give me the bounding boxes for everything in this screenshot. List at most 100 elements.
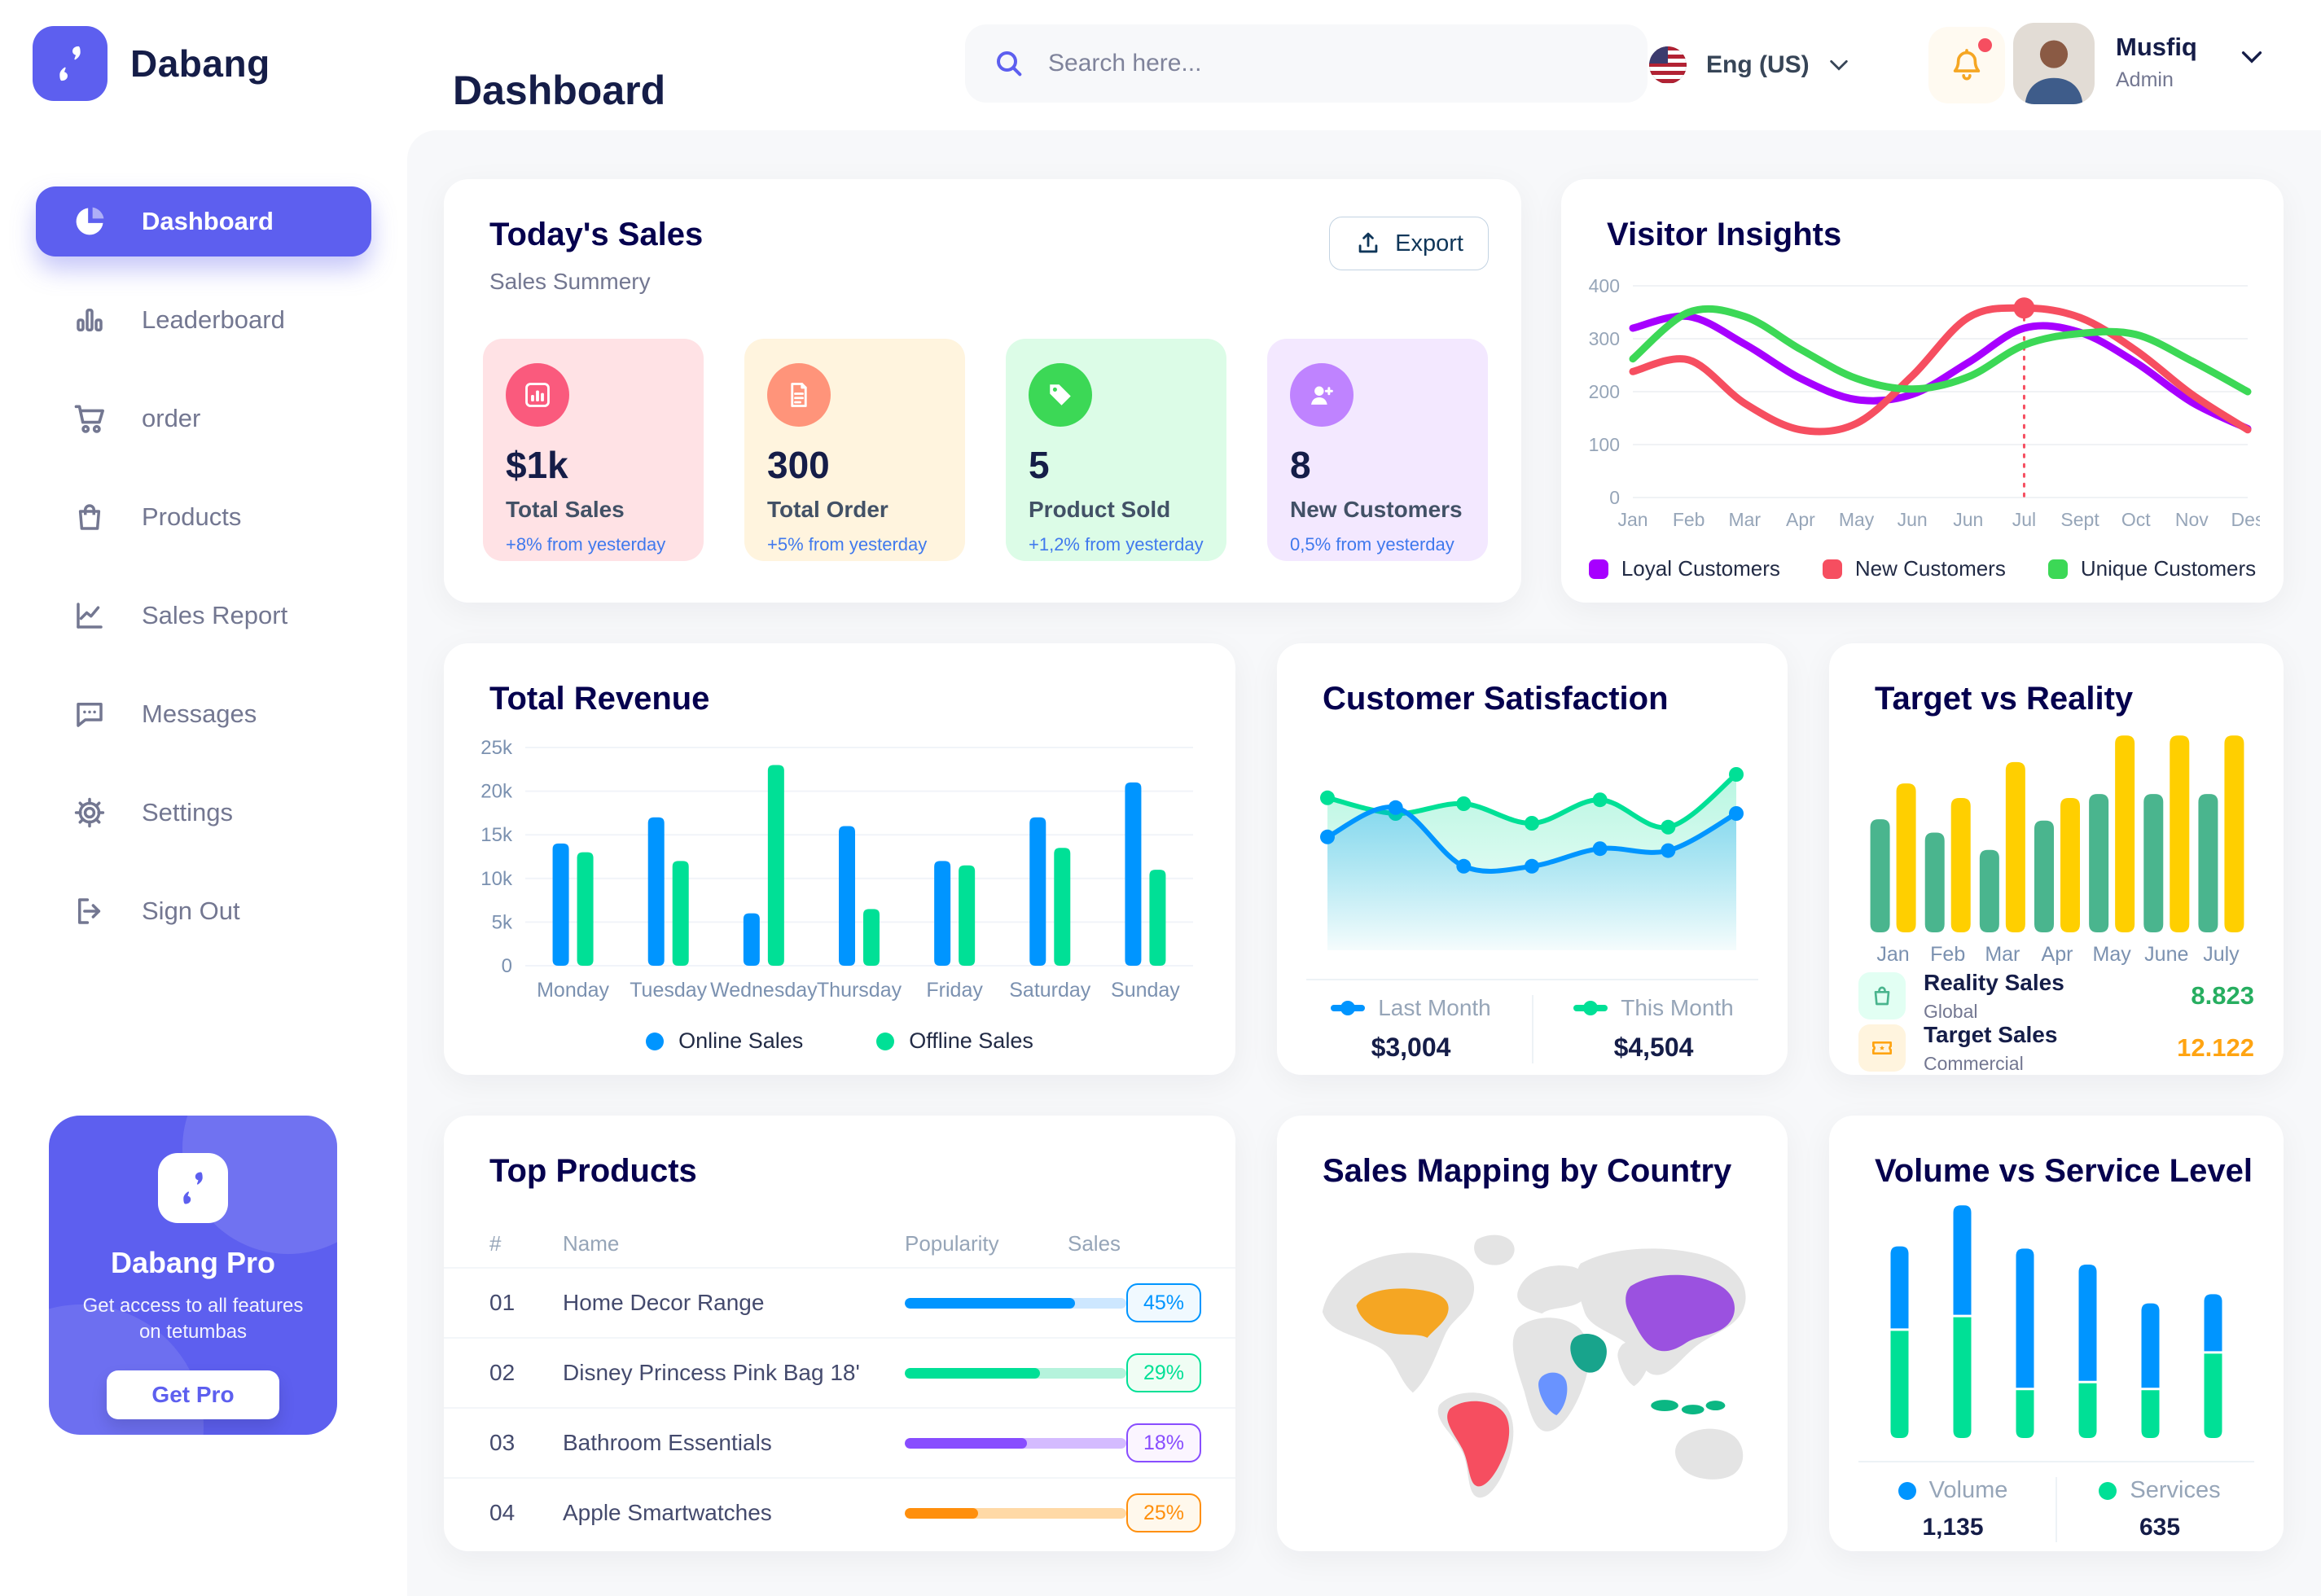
notifications-button[interactable] [1928,27,2005,103]
app-logo: Dabang [33,26,270,101]
sidebar-item-order[interactable]: order [36,384,371,454]
chevron-down-icon[interactable] [2241,50,2262,64]
svg-text:Feb: Feb [1673,509,1705,530]
search-bar [965,24,1648,103]
svg-text:Feb: Feb [1930,943,1965,966]
svg-text:Apr: Apr [1786,509,1815,530]
svg-text:Friday: Friday [926,979,983,1002]
stat-card: 5 Product Sold +1,2% from yesterday [1006,339,1226,561]
stat-value: 300 [767,444,830,486]
legend-item: Offline Sales [876,1028,1033,1054]
divider [1306,979,1758,980]
legend-subtitle: Global [1924,1000,1978,1022]
stat-trend: +1,2% from yesterday [1029,534,1204,555]
popularity-bar [905,1367,1126,1379]
top-products-card: Top Products # Name Popularity Sales 01 … [444,1116,1235,1551]
stat-label: New Customers [1290,497,1463,522]
user-role: Admin [2116,68,2174,91]
divider [1858,1461,2254,1462]
sales-badge: 25% [1126,1493,1201,1532]
sidebar-item-dashboard[interactable]: Dashboard [36,186,371,256]
svg-text:Des: Des [2231,509,2260,530]
target-vs-reality-chart: Jan Feb Mar Apr May June July [1870,735,2244,966]
svg-text:Mar: Mar [1985,943,2020,966]
sidebar-item-label: Products [142,502,242,531]
card-title: Customer Satisfaction [1323,681,1669,717]
language-selector[interactable]: Eng (US) [1649,33,1849,98]
sidebar-item-label: Messages [142,699,257,728]
target-vs-reality-card: Target vs Reality Jan Feb Mar Apr May June Jul… [1829,643,2284,1075]
svg-text:5k: 5k [492,911,513,933]
bag-icon [1858,972,1906,1019]
card-title: Sales Mapping by Country [1323,1153,1732,1189]
legend-item: Last Month $3,004 [1314,995,1509,1063]
search-icon [996,50,1022,77]
volume-vs-service-chart [1890,1205,2222,1438]
stat-label: Total Order [767,497,888,522]
export-button[interactable]: Export [1329,217,1489,270]
stat-label: Product Sold [1029,497,1171,522]
logo-icon [33,26,107,101]
card-title: Volume vs Service Level [1875,1153,2253,1189]
search-input[interactable] [1046,49,1538,78]
legend-value: 8.823 [2191,981,2254,1010]
promo-title: Dabang Pro [110,1246,276,1279]
sidebar-item-sales-report[interactable]: Sales Report [36,581,371,651]
pie-chart-icon [72,204,107,239]
pro-promo-card: Dabang Pro Get access to all features on… [49,1116,337,1435]
cart-icon [72,401,107,436]
volume-vs-service-card: Volume vs Service Level Volume 1,135 Ser… [1829,1116,2284,1551]
sidebar-item-products[interactable]: Products [36,482,371,552]
table-row: 04 Apple Smartwatches 25% [444,1477,1235,1547]
todays-sales-card: Today's Sales Sales Summery Export $1k T… [444,179,1521,603]
svg-text:300: 300 [1589,328,1620,349]
sidebar-item-leaderboard[interactable]: Leaderboard [36,285,371,355]
table-row: 01 Home Decor Range 45% [444,1267,1235,1337]
svg-text:Jun: Jun [1898,509,1928,530]
legend-item: This Month $4,504 [1556,995,1752,1063]
avatar[interactable] [2013,23,2095,104]
sales-mapping-card: Sales Mapping by Country [1277,1116,1788,1551]
sidebar-item-label: Sign Out [142,897,240,925]
card-title: Target vs Reality [1875,681,2134,717]
chart-legend: Last Month $3,004 This Month $4,504 [1277,995,1788,1063]
ticket-icon [1858,1024,1906,1072]
total-revenue-chart: 0 5k 10k 15k 20k 25k Monday Tuesday Wednesday Thu… [480,738,1193,1002]
customer-satisfaction-chart [1320,767,1744,950]
stat-value: 5 [1029,444,1050,486]
chevron-down-icon [1829,59,1848,71]
gear-icon [72,795,107,831]
svg-text:Jun: Jun [1953,509,1983,530]
customer-satisfaction-card: Customer Satisfaction Last Month $3,004 … [1277,643,1788,1075]
promo-subtitle: Get access to all features on tetumbas [82,1295,304,1344]
stat-card: 300 Total Order +5% from yesterday [744,339,965,561]
svg-text:200: 200 [1589,381,1620,402]
notification-badge [1978,38,1992,52]
top-products-table: # Name Popularity Sales 01 Home Decor Ra… [444,1220,1235,1547]
sign-out-icon [72,893,107,929]
sidebar-item-label: Leaderboard [142,305,285,334]
user-menu[interactable]: Musfiq Admin [2116,33,2197,92]
svg-text:25k: 25k [480,738,513,759]
line-chart-icon [72,598,107,634]
sidebar-menu: Dashboard Leaderboard order Products Sal… [36,186,371,975]
svg-text:100: 100 [1589,434,1620,455]
sidebar-item-settings[interactable]: Settings [36,778,371,848]
svg-text:Sept: Sept [2060,509,2099,530]
svg-text:Sunday: Sunday [1111,979,1180,1002]
legend-item: Services 635 [2078,1477,2241,1542]
legend-item: New Customers [1822,556,2006,581]
svg-text:0: 0 [1609,487,1620,508]
legend-item: Unique Customers [2047,556,2256,581]
sidebar-item-sign-out[interactable]: Sign Out [36,876,371,946]
stat-value: $1k [506,444,568,486]
sidebar-item-label: Settings [142,798,234,826]
legend-item: Online Sales [646,1028,803,1054]
svg-text:0: 0 [502,955,512,977]
popularity-bar [905,1297,1126,1309]
country-usa [1356,1288,1449,1338]
country-indonesia [1651,1400,1726,1414]
svg-text:Oct: Oct [2121,509,2151,530]
sidebar-item-messages[interactable]: Messages [36,679,371,749]
get-pro-button[interactable]: Get Pro [107,1370,279,1419]
